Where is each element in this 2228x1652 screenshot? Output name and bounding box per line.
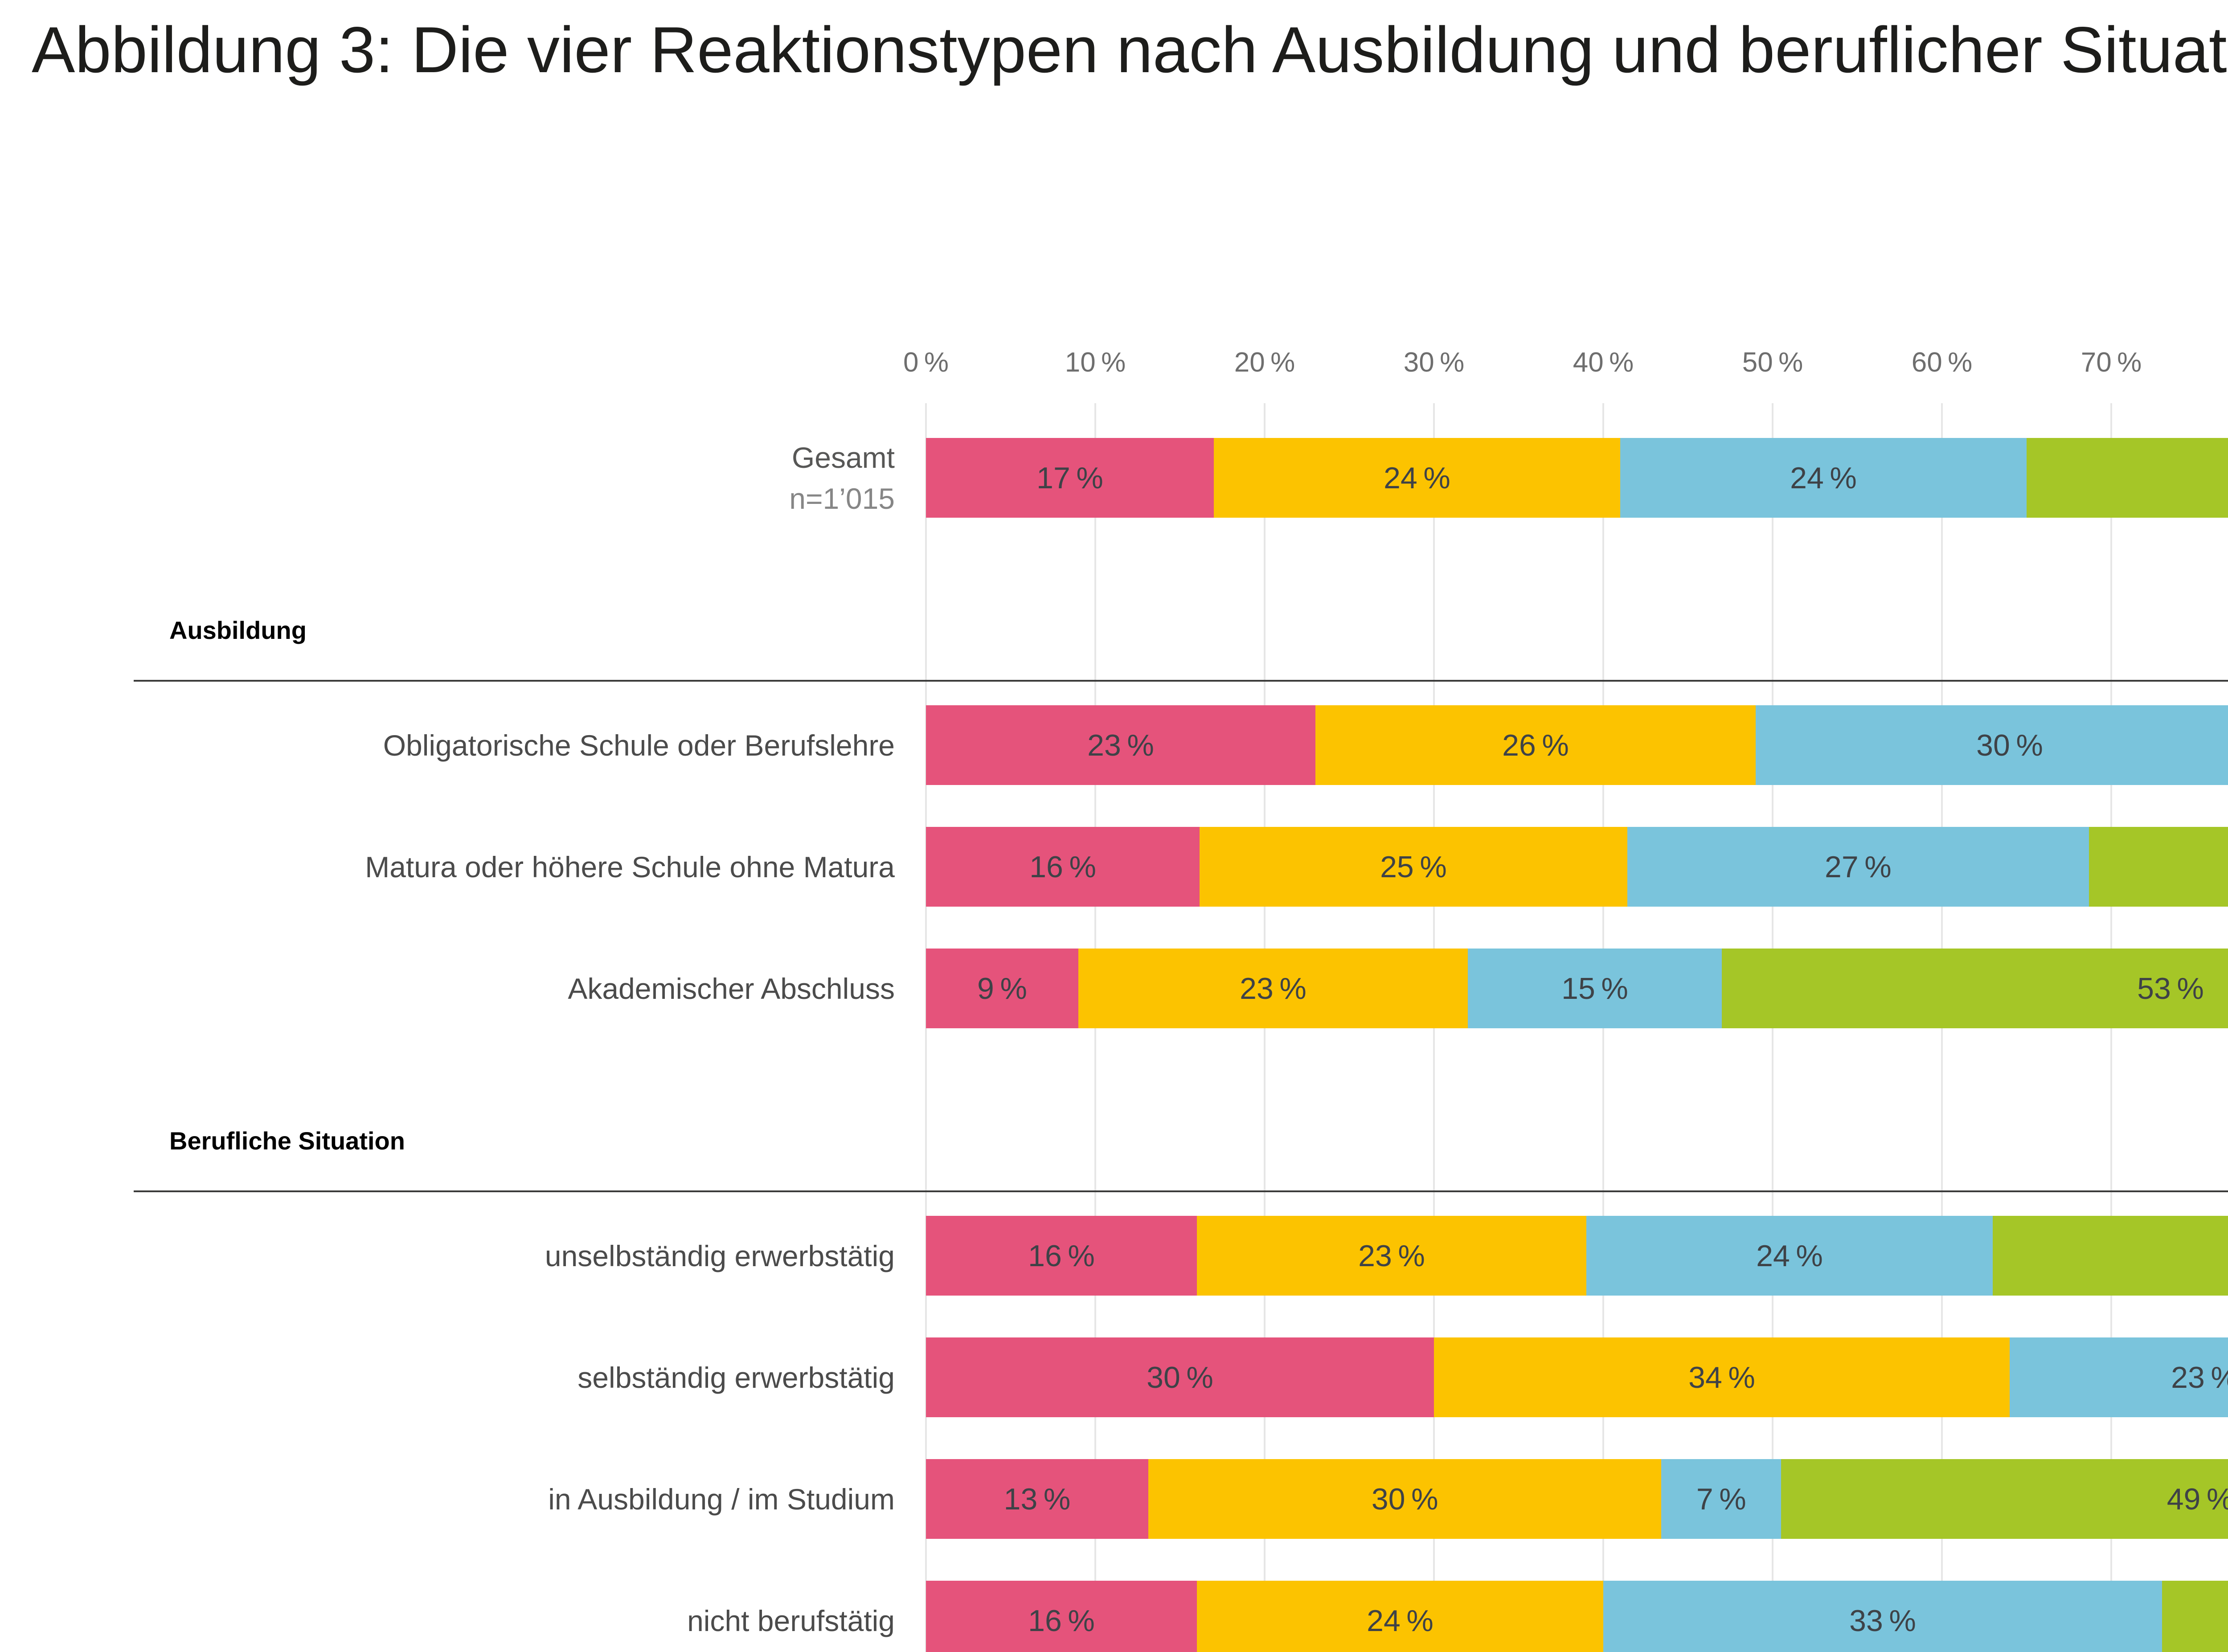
stacked-bar: 16 % 25 % 27 % 31 % bbox=[926, 827, 2228, 907]
row-label: nicht berufstätig bbox=[687, 1604, 895, 1637]
bar-segment: 30 % bbox=[1148, 1459, 1662, 1539]
bar-segment: 24 % bbox=[1197, 1581, 1603, 1652]
bar-segment: 16 % bbox=[926, 1216, 1197, 1296]
bar-segment: 13 % bbox=[926, 1459, 1148, 1539]
bar-segment: 27 % bbox=[2162, 1581, 2228, 1652]
bar-segment: 23 % bbox=[1197, 1216, 1586, 1296]
bar-value-label: 34 % bbox=[1688, 1360, 1755, 1394]
stacked-bar: 13 % 30 % 7 % 49 % bbox=[926, 1459, 2228, 1539]
bar-value-label: 23 % bbox=[2171, 1360, 2228, 1394]
bar-segment: 23 % bbox=[1078, 949, 1468, 1028]
bar-segment: 25 % bbox=[1200, 827, 1627, 907]
stacked-bar: 9 % 23 % 15 % 53 % bbox=[926, 949, 2228, 1028]
axis-tick-label: 60 % bbox=[1911, 347, 1973, 378]
stacked-bar: 30 %34 %23 %13 % bbox=[926, 1337, 2228, 1417]
row-label: Obligatorische Schule oder Berufslehre bbox=[383, 728, 895, 762]
bar-value-label: 15 % bbox=[1561, 971, 1628, 1006]
chart-row: Obligatorische Schule oder Berufslehre 23… bbox=[0, 705, 2228, 785]
bar-segment: 26 % bbox=[1315, 705, 1756, 785]
chart-row: unselbständig erwerbstätig 16 % 23 % 24 % 37… bbox=[0, 1216, 2228, 1296]
axis-tick-label: 80 % bbox=[2191, 347, 2228, 378]
bar-value-label: 24 % bbox=[1756, 1239, 1823, 1273]
bar-segment: 30 % bbox=[926, 1337, 1434, 1417]
bar-segment: 33 % bbox=[1603, 1581, 2162, 1652]
bar-value-label: 23 % bbox=[1358, 1239, 1425, 1273]
section-divider bbox=[134, 680, 2228, 682]
bar-segment: 15 % bbox=[1468, 949, 1722, 1028]
axis-tick-label: 0 % bbox=[903, 347, 949, 378]
bar-value-label: 16 % bbox=[1028, 1239, 1095, 1273]
axis-tick-label: 20 % bbox=[1234, 347, 1295, 378]
bar-segment: 9 % bbox=[926, 949, 1078, 1028]
bar-value-label: 30 % bbox=[1976, 728, 2043, 762]
bar-value-label: 7 % bbox=[1696, 1482, 1746, 1516]
bar-value-label: 33 % bbox=[1849, 1603, 1916, 1638]
chart-row: nicht berufstätig 16 % 24 % 33 % 27 % bbox=[0, 1581, 2228, 1652]
row-label: Akademischer Abschluss bbox=[568, 972, 895, 1005]
stacked-bar: 16 % 23 % 24 % 37 % bbox=[926, 1216, 2228, 1296]
row-label: in Ausbildung / im Studium bbox=[548, 1482, 895, 1516]
row-label: Gesamt n=1’015 bbox=[0, 438, 895, 518]
row-label-text: Gesamt bbox=[791, 441, 895, 474]
bar-value-label: 49 % bbox=[2167, 1482, 2228, 1516]
bar-segment: 16 % bbox=[926, 1581, 1197, 1652]
stacked-bar: 16 % 24 % 33 % 27 % bbox=[926, 1581, 2228, 1652]
bar-value-label: 53 % bbox=[2137, 971, 2204, 1006]
bar-value-label: 30 % bbox=[1147, 1360, 1213, 1394]
chart-row: Matura oder höhere Schule ohne Matura 16 … bbox=[0, 827, 2228, 907]
bar-value-label: 9 % bbox=[977, 971, 1027, 1006]
chart-row: in Ausbildung / im Studium 13 % 30 % 7 % 49 … bbox=[0, 1459, 2228, 1539]
chart-row: Gesamt n=1’015 17 % 24 % 24 % 35 % bbox=[0, 438, 2228, 518]
bar-segment: 30 % bbox=[1756, 705, 2228, 785]
bar-value-label: 30 % bbox=[1371, 1482, 1438, 1516]
axis-tick-label: 50 % bbox=[1742, 347, 1803, 378]
bar-value-label: 24 % bbox=[1367, 1603, 1433, 1638]
bar-value-label: 23 % bbox=[1240, 971, 1306, 1006]
bar-segment: 23 % bbox=[2010, 1337, 2228, 1417]
stacked-bar: 23 %26 %30 %21 % bbox=[926, 705, 2228, 785]
bar-value-label: 27 % bbox=[1825, 850, 1892, 884]
section-label: Berufliche Situation bbox=[169, 1127, 405, 1155]
bar-value-label: 17 % bbox=[1036, 461, 1103, 495]
stacked-bar: 17 % 24 % 24 % 35 % bbox=[926, 438, 2228, 518]
axis-tick-label: 70 % bbox=[2081, 347, 2142, 378]
section-divider bbox=[134, 1190, 2228, 1192]
bar-segment: 16 % bbox=[926, 827, 1200, 907]
bar-value-label: 16 % bbox=[1028, 1603, 1095, 1638]
chart-title: Abbildung 3: Die vier Reaktionstypen nac… bbox=[32, 13, 2228, 86]
section-label: Ausbildung bbox=[169, 616, 307, 644]
bar-segment: 53 % bbox=[1722, 949, 2228, 1028]
bar-segment: 23 % bbox=[926, 705, 1315, 785]
bar-value-label: 23 % bbox=[1087, 728, 1154, 762]
bar-segment: 35 % bbox=[2027, 438, 2228, 518]
bar-segment: 24 % bbox=[1214, 438, 1620, 518]
bar-segment: 37 % bbox=[1993, 1216, 2228, 1296]
bar-segment: 31 % bbox=[2089, 827, 2228, 907]
bar-value-label: 26 % bbox=[1502, 728, 1569, 762]
bar-value-label: 25 % bbox=[1380, 850, 1447, 884]
row-label: Matura oder höhere Schule ohne Matura bbox=[365, 850, 895, 883]
bar-value-label: 24 % bbox=[1790, 461, 1857, 495]
row-label: unselbständig erwerbstätig bbox=[545, 1239, 895, 1272]
bar-value-label: 16 % bbox=[1029, 850, 1096, 884]
chart-row: Akademischer Abschluss 9 % 23 % 15 % 53 % bbox=[0, 949, 2228, 1028]
bar-value-label: 24 % bbox=[1384, 461, 1450, 495]
bar-segment: 24 % bbox=[1620, 438, 2027, 518]
bar-value-label: 13 % bbox=[1003, 1482, 1071, 1516]
bar-segment: 7 % bbox=[1661, 1459, 1782, 1539]
bar-segment: 34 % bbox=[1434, 1337, 2010, 1417]
axis-tick-label: 40 % bbox=[1573, 347, 1634, 378]
bar-segment: 24 % bbox=[1586, 1216, 1993, 1296]
row-label: selbständig erwerbstätig bbox=[577, 1361, 895, 1394]
bar-segment: 27 % bbox=[1627, 827, 2089, 907]
axis-tick-label: 10 % bbox=[1065, 347, 1126, 378]
axis-tick-label: 30 % bbox=[1403, 347, 1465, 378]
row-sublabel-text: n=1’015 bbox=[789, 482, 895, 515]
bar-segment: 49 % bbox=[1781, 1459, 2228, 1539]
bar-segment: 17 % bbox=[926, 438, 1214, 518]
